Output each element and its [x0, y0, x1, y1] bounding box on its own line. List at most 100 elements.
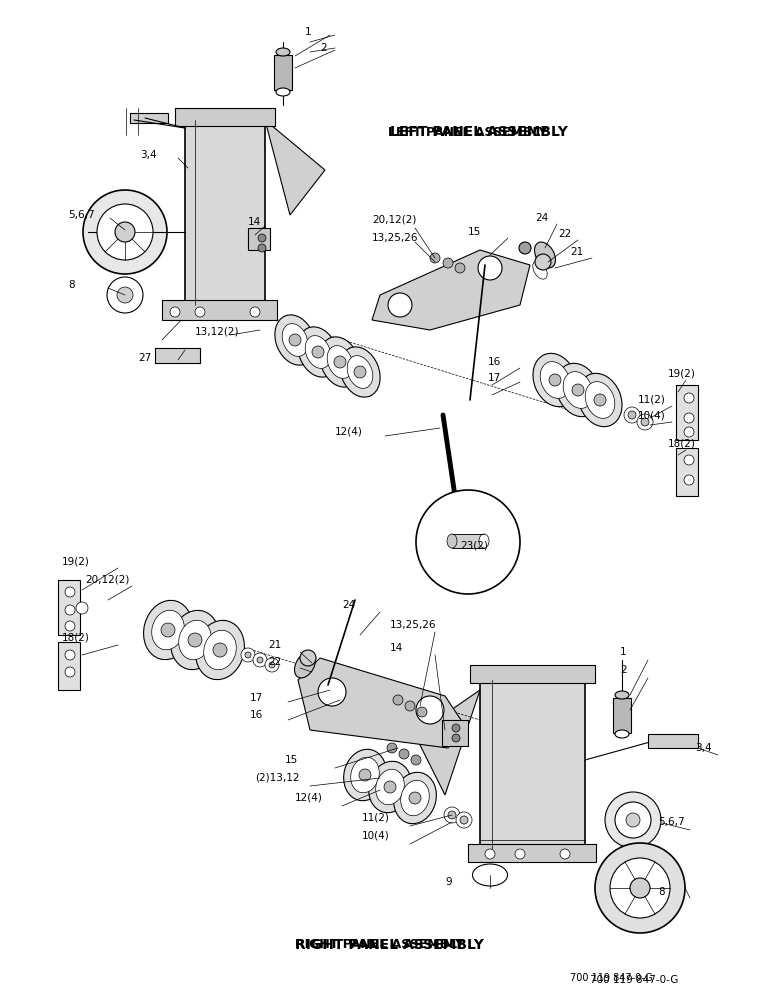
Bar — [470, 665, 595, 683]
Circle shape — [334, 356, 346, 368]
Circle shape — [549, 374, 561, 386]
Circle shape — [65, 605, 75, 615]
Polygon shape — [415, 690, 480, 795]
Bar — [468, 844, 596, 862]
Ellipse shape — [275, 315, 315, 365]
Text: 1: 1 — [620, 647, 627, 657]
Circle shape — [241, 648, 255, 662]
Text: 8: 8 — [658, 887, 665, 897]
Polygon shape — [265, 120, 325, 215]
Text: 14: 14 — [390, 643, 403, 653]
Bar — [442, 720, 468, 746]
Circle shape — [626, 813, 640, 827]
Ellipse shape — [340, 347, 380, 397]
Bar — [155, 348, 200, 363]
Ellipse shape — [276, 88, 290, 96]
Circle shape — [684, 393, 694, 403]
Text: 13,25,26: 13,25,26 — [372, 233, 418, 243]
Text: (2)13,12: (2)13,12 — [255, 773, 300, 783]
Text: 20,12(2): 20,12(2) — [372, 215, 416, 225]
Circle shape — [65, 650, 75, 660]
Circle shape — [195, 307, 205, 317]
Circle shape — [117, 287, 133, 303]
Ellipse shape — [540, 362, 570, 398]
Circle shape — [115, 222, 135, 242]
Circle shape — [416, 490, 520, 594]
Circle shape — [485, 849, 495, 859]
Text: 11(2): 11(2) — [638, 395, 666, 405]
Bar — [248, 228, 270, 250]
Bar — [274, 55, 292, 90]
Text: 23(2): 23(2) — [460, 541, 488, 551]
Text: 12(4): 12(4) — [335, 427, 363, 437]
Circle shape — [359, 769, 371, 781]
Circle shape — [245, 652, 251, 658]
Text: 18(2): 18(2) — [62, 633, 90, 643]
Ellipse shape — [152, 610, 185, 650]
Circle shape — [97, 204, 153, 260]
Text: LEFT PANEL ASSEMBLY: LEFT PANEL ASSEMBLY — [388, 125, 547, 138]
Bar — [175, 108, 275, 126]
Polygon shape — [298, 658, 465, 748]
Circle shape — [455, 263, 465, 273]
Text: 24: 24 — [535, 213, 548, 223]
Text: 700 119 847-0-G: 700 119 847-0-G — [570, 973, 652, 983]
Circle shape — [76, 602, 88, 614]
Circle shape — [258, 244, 266, 252]
Bar — [162, 300, 277, 320]
Circle shape — [572, 384, 584, 396]
Ellipse shape — [171, 610, 219, 670]
Text: 5,6,7: 5,6,7 — [658, 817, 685, 827]
Bar — [452, 534, 484, 548]
Ellipse shape — [350, 757, 379, 793]
Text: 12(4): 12(4) — [295, 793, 323, 803]
Polygon shape — [372, 250, 530, 330]
Text: 21: 21 — [268, 640, 281, 650]
Ellipse shape — [564, 372, 593, 408]
Circle shape — [630, 878, 650, 898]
Ellipse shape — [144, 600, 192, 660]
Text: 20,12(2): 20,12(2) — [85, 575, 130, 585]
Bar — [480, 680, 585, 850]
Circle shape — [354, 366, 366, 378]
Circle shape — [452, 724, 460, 732]
Circle shape — [684, 427, 694, 437]
Ellipse shape — [533, 353, 577, 407]
Circle shape — [387, 743, 397, 753]
Circle shape — [624, 407, 640, 423]
Ellipse shape — [585, 382, 615, 418]
Text: 3,4: 3,4 — [695, 743, 712, 753]
Text: 14: 14 — [248, 217, 261, 227]
Circle shape — [65, 667, 75, 677]
Circle shape — [170, 307, 180, 317]
Circle shape — [452, 734, 460, 742]
Ellipse shape — [276, 48, 290, 56]
Ellipse shape — [394, 772, 436, 824]
Text: 18(2): 18(2) — [668, 438, 696, 448]
Text: 17: 17 — [250, 693, 263, 703]
Bar — [613, 698, 631, 733]
Ellipse shape — [615, 691, 629, 699]
Text: 5,6,7: 5,6,7 — [68, 210, 95, 220]
Circle shape — [250, 307, 260, 317]
Ellipse shape — [556, 363, 600, 417]
Circle shape — [560, 849, 570, 859]
Circle shape — [83, 190, 167, 274]
Text: 13,12(2): 13,12(2) — [195, 327, 239, 337]
Circle shape — [535, 254, 551, 270]
Circle shape — [641, 418, 649, 426]
Text: 17: 17 — [488, 373, 501, 383]
Text: 1: 1 — [305, 27, 312, 37]
Circle shape — [188, 633, 202, 647]
Ellipse shape — [401, 780, 429, 816]
Text: 15: 15 — [285, 755, 298, 765]
Circle shape — [430, 253, 440, 263]
Text: RIGHT PANEL ASSEMBLY: RIGHT PANEL ASSEMBLY — [295, 938, 464, 952]
Circle shape — [384, 781, 396, 793]
Circle shape — [393, 695, 403, 705]
Text: 22: 22 — [268, 657, 281, 667]
Circle shape — [605, 792, 661, 848]
Text: 13,25,26: 13,25,26 — [390, 620, 436, 630]
Text: 10(4): 10(4) — [638, 411, 665, 421]
Text: 2: 2 — [620, 665, 627, 675]
